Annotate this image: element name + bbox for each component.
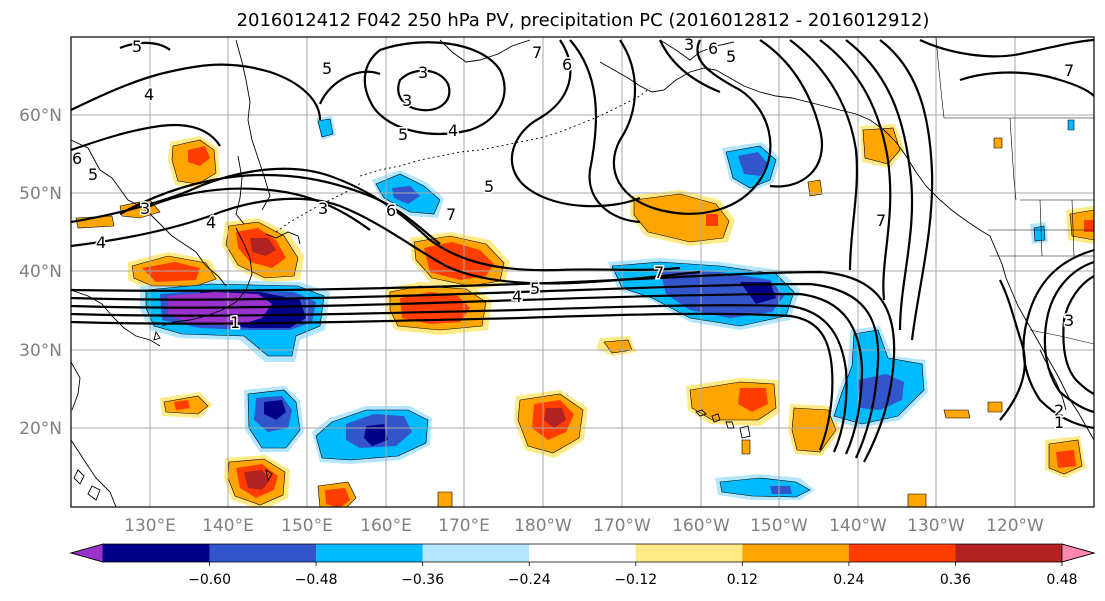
colorbar-outline: [69, 543, 1096, 563]
colorbar-segment: [316, 544, 423, 562]
colorbar-tick-label: −0.12: [614, 572, 657, 588]
contour-labels: 5 4 6 5 3 4 3 4 5 5 6 7 3 3 4 5 6 7 5 7 …: [71, 35, 1076, 434]
contour-label: 6: [386, 201, 396, 220]
longitude-labels: 130°E 140°E 150°E 160°E 170°E 180°W 170°…: [124, 516, 1044, 536]
lon-label: 140°E: [202, 516, 254, 536]
colorbar-segment: [209, 544, 317, 562]
map-content: 5 4 6 5 3 4 3 4 5 5 6 7 3 3 4 5 6 7 5 7 …: [71, 35, 1094, 507]
contour-label: 7: [446, 205, 456, 224]
contour-label: 7: [876, 211, 886, 230]
lon-label: 180°W: [514, 516, 572, 536]
latitude-labels: 60°N 50°N 40°N 30°N 20°N: [19, 106, 62, 439]
contour-label: 4: [512, 287, 522, 306]
colorbar-tick-label: 0.36: [940, 572, 971, 588]
colorbar: −0.60 −0.48 −0.36 −0.24 −0.12 0.12 0.24 0.36 0.4…: [69, 543, 1096, 588]
lat-label: 60°N: [19, 106, 62, 126]
contour-label: 7: [654, 263, 664, 282]
lon-label: 140°W: [829, 516, 887, 536]
colorbar-labels: −0.60 −0.48 −0.36 −0.24 −0.12 0.12 0.24 0.36 0.4…: [188, 572, 1077, 588]
colorbar-extend-low: [69, 543, 104, 563]
colorbar-tick-label: 0.24: [833, 572, 864, 588]
map-frame: [70, 36, 1095, 508]
colorbar-segment: [529, 544, 636, 562]
contour-label: 3: [418, 63, 428, 82]
colorbar-segment: [103, 544, 210, 562]
contour-label: 1: [230, 313, 240, 332]
lat-label: 50°N: [19, 184, 62, 204]
lat-label: 20°N: [19, 419, 62, 439]
contour-label: 5: [398, 125, 408, 144]
contour-label: 4: [448, 121, 458, 140]
contour-label: 4: [144, 85, 154, 104]
colorbar-segment: [635, 544, 743, 562]
colorbar-segment: [955, 544, 1062, 562]
contour-label: 7: [532, 43, 542, 62]
colorbar-tick-label: 0.12: [727, 572, 758, 588]
contour-label: 5: [322, 59, 332, 78]
pv-contours: [71, 38, 1094, 463]
colorbar-segment: [848, 544, 956, 562]
contour-label: 5: [726, 47, 736, 66]
contour-label: 5: [132, 37, 142, 56]
colorbar-ticks: [209, 562, 1063, 566]
colorbar-extend-high: [1061, 543, 1096, 563]
contour-label: 3: [684, 35, 694, 54]
coastlines: [71, 39, 1094, 507]
contour-label: 3: [1064, 311, 1074, 330]
contour-label: 2: [1054, 401, 1064, 420]
colorbar-segment: [422, 544, 530, 562]
contour-label: 3: [140, 199, 150, 218]
contour-label: 3: [402, 91, 412, 110]
colorbar-tick-label: −0.36: [401, 572, 444, 588]
contour-label: 5: [484, 177, 494, 196]
contour-label: 6: [72, 149, 82, 168]
colorbar-tick-label: −0.24: [508, 572, 551, 588]
colorbar-segment: [742, 544, 849, 562]
lon-label: 120°W: [986, 516, 1044, 536]
colorbar-tick-label: −0.60: [188, 572, 231, 588]
lon-label: 160°E: [360, 516, 412, 536]
lat-label: 40°N: [19, 262, 62, 282]
lon-label: 130°W: [907, 516, 965, 536]
lon-label: 150°W: [750, 516, 808, 536]
contour-label: 5: [530, 279, 540, 298]
lon-label: 150°E: [281, 516, 333, 536]
lon-label: 170°W: [593, 516, 651, 536]
contour-label: 6: [708, 39, 718, 58]
contour-label: 1: [1054, 413, 1064, 432]
lon-label: 130°E: [124, 516, 176, 536]
map-title: 2016012412 F042 250 hPa PV, precipitatio…: [237, 10, 930, 31]
contour-label: 3: [318, 199, 328, 218]
contour-label: 7: [1064, 61, 1074, 80]
lat-label: 30°N: [19, 341, 62, 361]
lon-label: 160°W: [672, 516, 730, 536]
graticule: [71, 37, 1094, 507]
colorbar-tick-label: −0.48: [295, 572, 338, 588]
colorbar-tick-label: 0.48: [1046, 572, 1077, 588]
contour-label: 5: [88, 165, 98, 184]
contour-label: 4: [206, 213, 216, 232]
colorbar-segments: [69, 543, 1096, 563]
contour-label: 6: [562, 55, 572, 74]
lon-label: 170°E: [438, 516, 490, 536]
contour-label: 4: [96, 233, 106, 252]
